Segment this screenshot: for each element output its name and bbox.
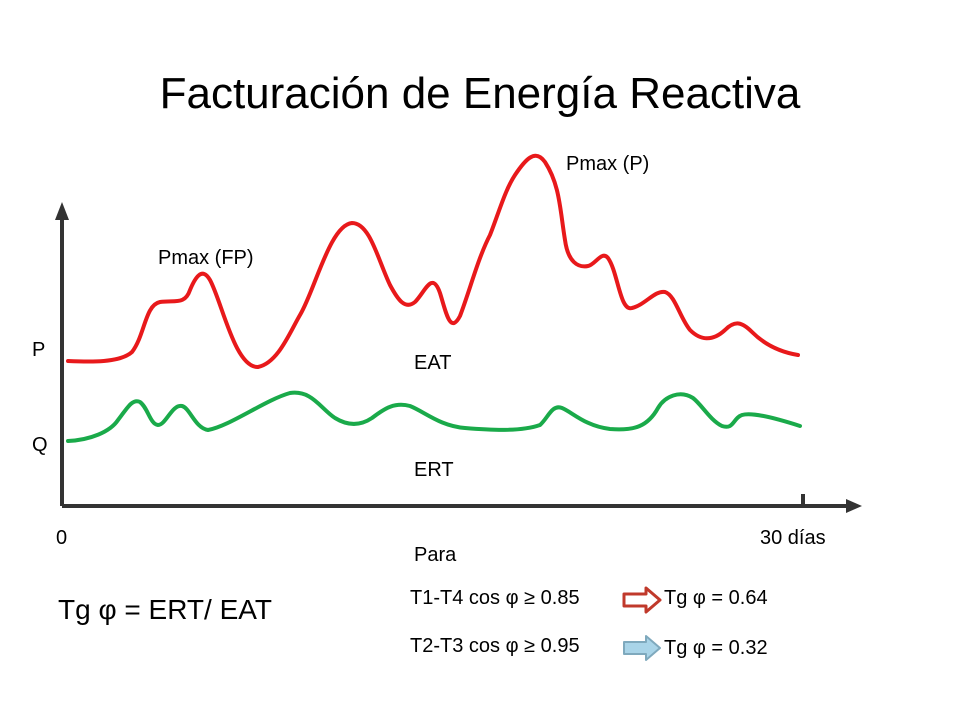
arrow-red-outline-icon xyxy=(622,586,662,614)
pmax-p-label: Pmax (P) xyxy=(566,153,650,175)
reactive-energy-curve xyxy=(66,390,802,443)
x-end-label: 30 días xyxy=(760,527,826,549)
para-label: Para xyxy=(414,544,457,566)
x-origin-label: 0 xyxy=(56,527,68,549)
rule-1-result: Tg φ = 0.64 xyxy=(664,587,768,609)
rule-1-condition: T1-T4 cos φ ≥ 0.85 xyxy=(410,587,580,609)
page-title: Facturación de Energía Reactiva xyxy=(159,69,801,118)
ert-label: ERT xyxy=(414,459,454,481)
tangent-formula: Tg φ = ERT/ EAT xyxy=(58,594,272,625)
y-axis-arrowhead xyxy=(55,202,69,220)
x-axis-arrowhead xyxy=(846,499,862,513)
rule-2-condition: T2-T3 cos φ ≥ 0.95 xyxy=(410,635,580,657)
arrow-lightblue-icon xyxy=(623,635,661,661)
p-axis-label: P xyxy=(32,339,46,361)
pmax-fp-label: Pmax (FP) xyxy=(158,247,254,269)
eat-label: EAT xyxy=(414,352,452,374)
active-energy-curve xyxy=(66,154,800,370)
rule-2-result: Tg φ = 0.32 xyxy=(664,637,768,659)
q-axis-label: Q xyxy=(32,434,48,456)
